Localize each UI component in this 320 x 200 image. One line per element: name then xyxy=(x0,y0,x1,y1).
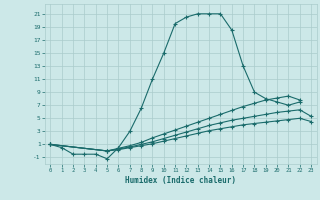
X-axis label: Humidex (Indice chaleur): Humidex (Indice chaleur) xyxy=(125,176,236,185)
